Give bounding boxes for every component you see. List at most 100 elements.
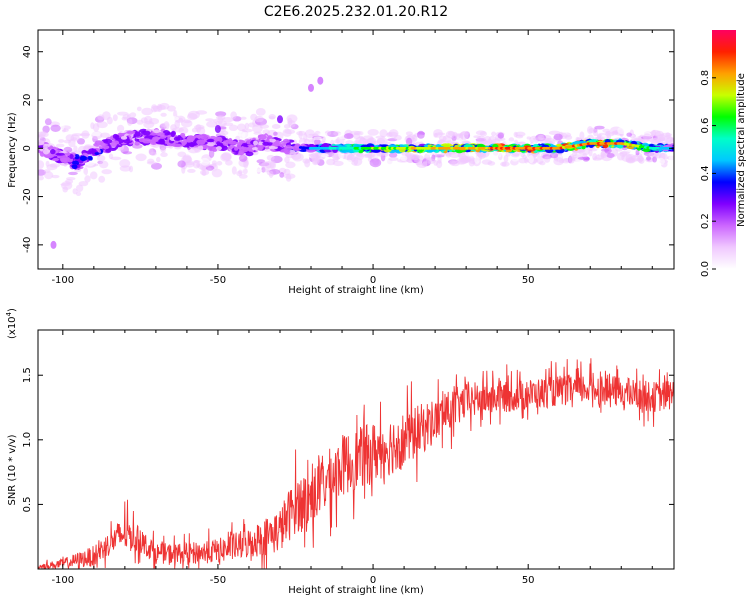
colorbar-tick-label: 0.8 — [700, 70, 711, 86]
heatmap-cell — [38, 131, 49, 138]
heatmap-cell — [235, 135, 240, 141]
heatmap-cell — [88, 148, 97, 154]
heatmap-cell — [88, 156, 93, 161]
colorbar-tick-label: 0.6 — [700, 118, 711, 134]
heatmap-cell — [474, 156, 480, 164]
colorbar-tick-label: 0.0 — [700, 261, 711, 277]
heatmap-cell — [230, 111, 237, 120]
heatmap-cell — [136, 106, 142, 112]
heatmap-cell — [544, 156, 551, 163]
heatmap-cell — [141, 107, 153, 116]
heatmap-cell — [134, 131, 141, 137]
heatmap-cell — [43, 143, 48, 150]
heatmap-cell — [346, 159, 353, 164]
heatmap-cell — [127, 118, 133, 126]
heatmap-cell — [553, 133, 563, 141]
heatmap-cell — [637, 155, 643, 163]
heatmap-cell — [269, 160, 277, 170]
heatmap-cell — [616, 139, 625, 143]
heatmap-cell — [528, 155, 534, 164]
heatmap-cell — [388, 157, 399, 161]
heatmap-cell — [69, 154, 74, 159]
heatmap-cell — [62, 186, 68, 193]
heatmap-cell — [379, 129, 388, 138]
heatmap-cell — [497, 132, 504, 139]
heatmap-cell — [484, 135, 491, 143]
heatmap-cell — [579, 131, 585, 140]
heatmap-cell — [540, 140, 552, 144]
snr-x-tick-label: 50 — [522, 575, 535, 586]
heatmap-cell — [146, 161, 157, 165]
heatmap-cell — [45, 160, 50, 167]
heatmap-cell — [216, 161, 223, 166]
heatmap-cell — [451, 160, 460, 167]
heatmap-cell — [237, 133, 242, 137]
heatmap-cell — [512, 158, 518, 162]
heatmap-cell — [44, 118, 52, 126]
heatmap-cell — [649, 138, 662, 144]
heatmap-cell — [73, 145, 78, 153]
heatmap-cell — [284, 156, 290, 164]
heatmap-cell — [490, 139, 501, 145]
snr-panel: -100 -50 0 50 0.5 1.0 1.5 Height of straight … — [5, 308, 675, 596]
heatmap-cell — [150, 104, 158, 113]
heatmap-cell — [568, 155, 575, 164]
heatmap-cell — [132, 143, 143, 149]
heatmap-cell — [225, 159, 233, 166]
heatmap-cell — [553, 157, 564, 166]
heatmap-cell — [266, 154, 275, 161]
heatmap-cell — [221, 152, 232, 161]
heatmap-cell — [376, 151, 386, 157]
heatmap-cell — [208, 149, 215, 158]
heatmap-cell — [121, 116, 128, 121]
heatmap-cell — [298, 131, 303, 139]
heatmap-cell — [363, 154, 375, 159]
heatmap-cell — [668, 155, 674, 162]
heatmap-cell — [207, 145, 216, 152]
heatmap-cell — [55, 152, 65, 156]
heatmap-cell — [304, 129, 315, 139]
heatmap-cell — [196, 139, 206, 145]
heatmap-cell — [279, 172, 285, 178]
heatmap-cell — [120, 136, 128, 140]
heatmap-cell — [604, 147, 612, 154]
heatmap-cell — [238, 169, 243, 175]
heatmap-cell — [353, 132, 361, 140]
heatmap-cell — [261, 161, 272, 170]
heatmap-cell — [550, 151, 559, 159]
heatmap-cell — [71, 164, 78, 170]
snr-x-label: Height of straight line (km) — [288, 585, 424, 596]
heatmap-cell — [207, 138, 215, 143]
heatmap-cell — [457, 153, 464, 158]
colorbar-label: Normalized spectral amplitude — [736, 73, 747, 227]
heatmap-cell — [283, 124, 291, 129]
heatmap-cell — [284, 145, 293, 151]
heatmap-cell — [334, 139, 340, 144]
heatmap-cell — [341, 149, 349, 153]
heatmap-cell — [241, 143, 248, 147]
heatmap-cell — [180, 133, 186, 137]
heatmap-cell — [572, 152, 578, 157]
heatmap-cell — [167, 116, 179, 121]
heatmap-cell — [187, 135, 195, 142]
heatmap-cell — [481, 159, 493, 165]
heatmap-cell — [628, 157, 634, 163]
heatmap-cell — [186, 142, 196, 147]
spectrogram-x-ticks: -100 -50 0 50 — [51, 30, 653, 286]
heatmap-cell — [308, 153, 320, 157]
heatmap-cell — [211, 168, 223, 178]
heatmap-cell — [228, 130, 237, 137]
spectrogram-heatmap — [38, 76, 674, 249]
heatmap-cell — [286, 114, 298, 123]
heatmap-cell — [200, 157, 210, 166]
heatmap-cell — [646, 156, 651, 161]
heatmap-cell — [60, 183, 71, 186]
heatmap-cell — [59, 162, 69, 166]
heatmap-cell — [538, 134, 545, 141]
heatmap-cell — [173, 110, 178, 118]
snr-y-tick-label: 1.5 — [22, 367, 33, 383]
heatmap-cell — [38, 140, 45, 146]
heatmap-cell — [592, 153, 598, 161]
heatmap-cell — [532, 130, 540, 136]
heatmap-cell — [258, 147, 263, 151]
